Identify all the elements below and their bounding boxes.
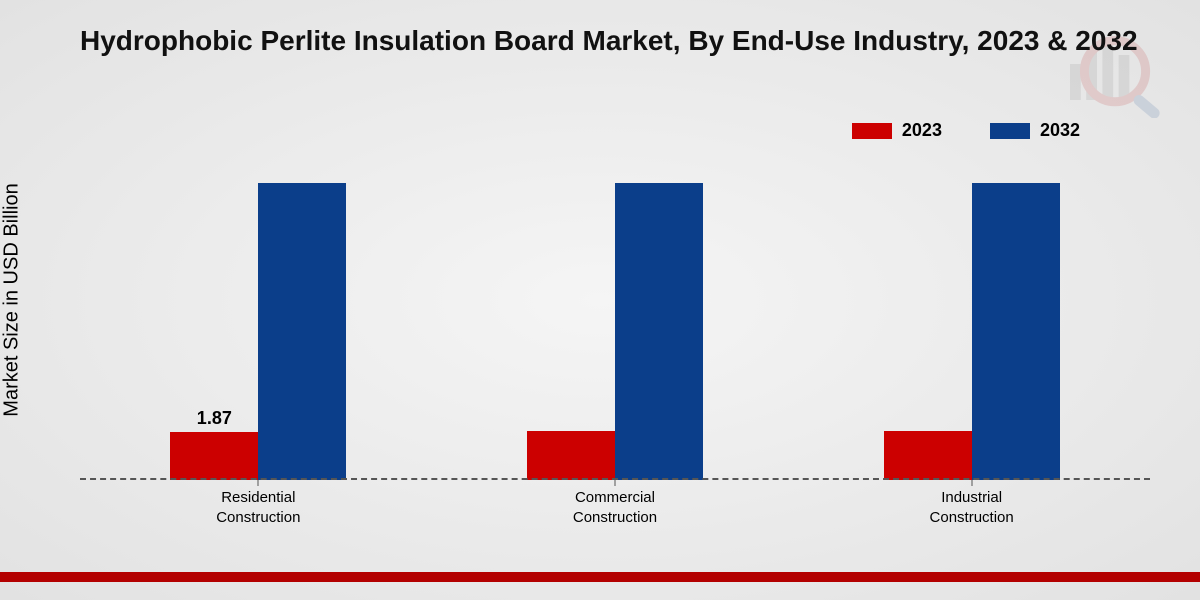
legend-swatch-icon	[990, 123, 1030, 139]
bar-s2023	[884, 431, 972, 480]
bar-s2032	[258, 183, 346, 480]
bar-group: Industrial Construction	[872, 170, 1072, 480]
legend: 2023 2032	[852, 120, 1080, 141]
plot-area: 1.87Residential Construction Commercial C…	[80, 170, 1150, 480]
category-label: Commercial Construction	[573, 488, 657, 527]
x-axis-line	[80, 478, 1150, 480]
axis-tick	[614, 480, 615, 486]
legend-label: 2032	[1040, 120, 1080, 141]
bar-group: Commercial Construction	[515, 170, 715, 480]
bar-group: 1.87Residential Construction	[158, 170, 358, 480]
bar-value-label: 1.87	[197, 408, 232, 429]
bar-s2023	[527, 431, 615, 480]
axis-tick	[971, 480, 972, 486]
category-label: Residential Construction	[216, 488, 300, 527]
bar-s2032	[972, 183, 1060, 480]
legend-item-s2032: 2032	[990, 120, 1080, 141]
legend-swatch-icon	[852, 123, 892, 139]
axis-tick	[258, 480, 259, 486]
bar-groups: 1.87Residential Construction Commercial C…	[80, 170, 1150, 480]
footer-strip	[0, 572, 1200, 582]
bar-s2023: 1.87	[170, 432, 258, 480]
y-axis-label: Market Size in USD Billion	[1, 183, 24, 416]
bar-s2032	[615, 183, 703, 480]
legend-label: 2023	[902, 120, 942, 141]
category-label: Industrial Construction	[930, 488, 1014, 527]
chart-container: Hydrophobic Perlite Insulation Board Mar…	[0, 0, 1200, 600]
legend-item-s2023: 2023	[852, 120, 942, 141]
chart-title: Hydrophobic Perlite Insulation Board Mar…	[80, 24, 1140, 58]
